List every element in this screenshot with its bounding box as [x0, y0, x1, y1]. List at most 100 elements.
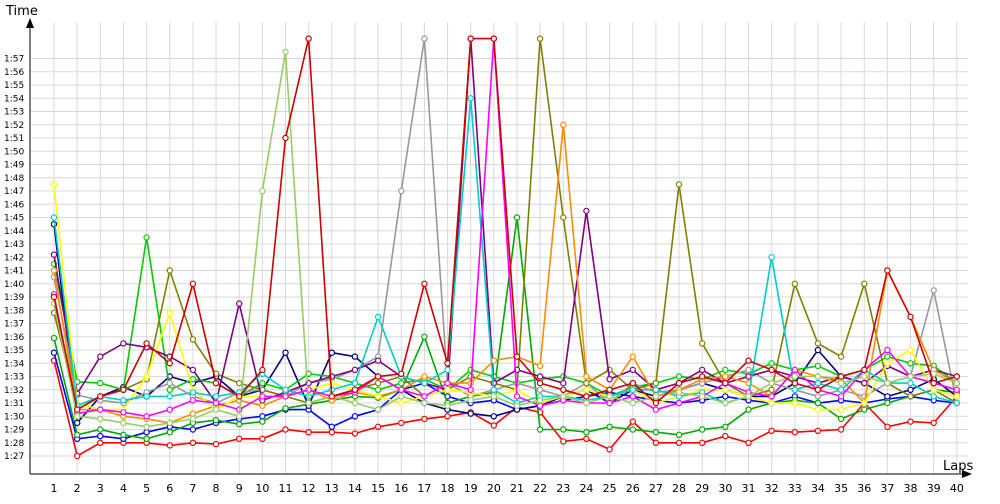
data-point — [259, 418, 266, 425]
data-point — [398, 419, 405, 427]
y-tick-label: 1:34 — [4, 359, 24, 369]
data-point — [351, 413, 359, 420]
data-point — [166, 406, 173, 413]
data-point — [235, 413, 243, 420]
data-point — [50, 349, 58, 356]
data-point — [907, 418, 914, 425]
data-point — [398, 399, 405, 407]
data-point — [907, 360, 914, 367]
data-point — [768, 386, 775, 393]
data-point — [421, 333, 428, 340]
x-tick-label: 4 — [120, 482, 127, 495]
data-point — [536, 386, 544, 393]
axes: Time Laps — [5, 4, 973, 478]
data-point — [235, 393, 243, 400]
data-point — [97, 426, 104, 433]
data-point — [606, 386, 613, 393]
data-point — [745, 357, 752, 364]
y-tick-labels: 1:27 1:28 1:29 1:30 1:31 1:32 1:33 1:34 1:35 1:36… — [4, 55, 24, 463]
data-point — [490, 35, 497, 42]
data-point — [583, 429, 590, 436]
x-tick-label: 25 — [603, 482, 617, 495]
data-point — [884, 379, 891, 387]
data-point — [50, 214, 58, 221]
data-point — [97, 439, 104, 446]
data-point — [444, 386, 451, 393]
data-point — [143, 340, 150, 347]
x-tick-label: 14 — [348, 482, 362, 495]
series-line — [53, 224, 958, 425]
data-point — [652, 386, 660, 393]
data-point — [374, 373, 382, 380]
data-point — [629, 366, 637, 374]
data-point — [50, 267, 58, 274]
data-point — [675, 181, 683, 188]
data-point — [490, 422, 497, 429]
data-point — [768, 399, 775, 407]
data-point — [50, 293, 58, 301]
series-group — [50, 35, 961, 420]
x-tick-label: 13 — [325, 482, 339, 495]
data-point — [536, 426, 544, 433]
data-point — [884, 393, 891, 400]
data-point — [50, 251, 58, 258]
x-tick-label: 22 — [533, 482, 547, 495]
data-point — [328, 423, 335, 430]
x-tick-label: 1 — [51, 482, 58, 495]
data-point — [884, 399, 891, 407]
data-point — [235, 300, 243, 307]
data-point — [351, 386, 359, 393]
x-tick-labels: 1 2 3 4 5 6 7 8 9 10 11 12 13 14 15 16 17 18 19 20 21 22 23 24 2… — [51, 482, 964, 495]
data-point — [189, 336, 197, 343]
data-point — [143, 413, 150, 420]
x-tick-label: 39 — [927, 482, 941, 495]
data-point — [699, 373, 706, 380]
data-point — [143, 234, 150, 241]
data-point — [837, 393, 845, 400]
x-tick-label: 35 — [834, 482, 848, 495]
data-point — [930, 379, 937, 387]
data-point — [652, 379, 660, 387]
x-tick-label: 23 — [556, 482, 570, 495]
data-point — [398, 187, 405, 195]
x-tick-label: 16 — [394, 482, 408, 495]
series-line — [53, 38, 958, 418]
y-tick-label: 1:28 — [4, 439, 24, 449]
data-point — [73, 406, 81, 413]
data-point — [536, 35, 544, 42]
data-point — [259, 402, 266, 409]
data-point — [189, 389, 197, 396]
y-tick-label: 1:51 — [4, 134, 24, 144]
y-tick-label: 1:49 — [4, 161, 24, 171]
data-point — [861, 373, 868, 380]
data-point — [629, 426, 637, 433]
data-point — [930, 393, 937, 400]
data-point — [722, 366, 729, 374]
data-point — [467, 95, 474, 102]
data-point — [722, 386, 729, 393]
data-point — [814, 346, 822, 354]
x-tick-label: 40 — [950, 482, 964, 495]
data-point — [490, 386, 497, 393]
y-tick-label: 1:43 — [4, 240, 24, 250]
data-point — [768, 379, 775, 387]
data-point — [814, 379, 822, 387]
data-point — [143, 373, 150, 380]
x-tick-label: 9 — [236, 482, 243, 495]
data-point — [282, 48, 289, 56]
data-point — [953, 386, 961, 393]
data-point — [259, 435, 266, 442]
y-tick-label: 1:35 — [4, 346, 24, 356]
data-point — [583, 393, 590, 400]
data-point — [282, 405, 289, 412]
data-point — [374, 379, 382, 387]
data-point — [97, 432, 104, 440]
data-point — [583, 373, 590, 380]
data-point — [398, 386, 405, 393]
y-tick-label: 1:48 — [4, 174, 24, 184]
data-point — [120, 386, 127, 393]
data-point — [722, 379, 729, 387]
data-point — [374, 406, 382, 413]
data-point — [73, 413, 81, 420]
